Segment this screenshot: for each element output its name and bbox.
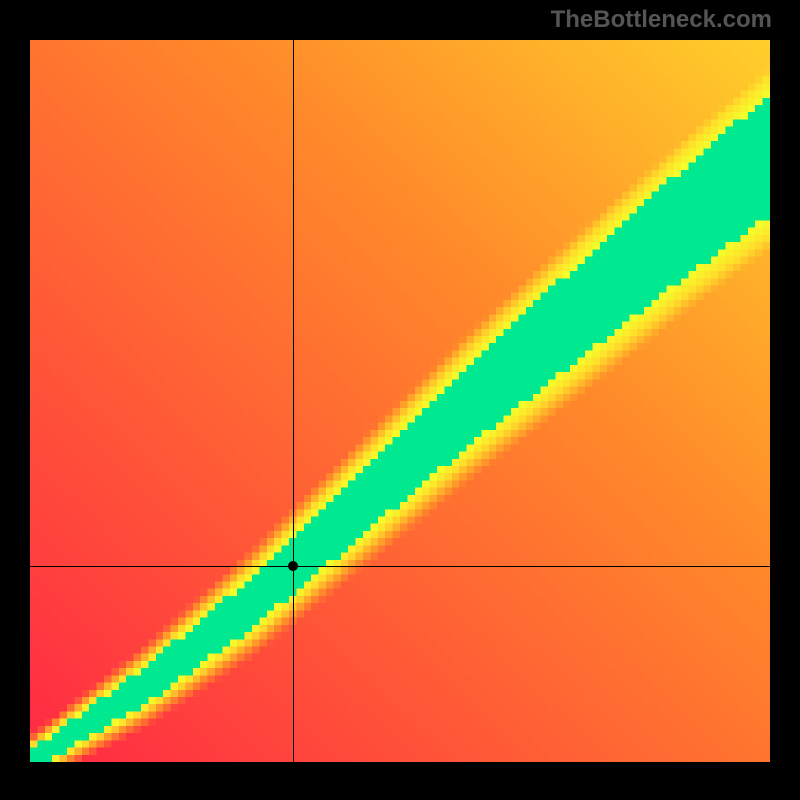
bottleneck-heatmap xyxy=(30,40,770,762)
crosshair-marker xyxy=(288,561,298,571)
crosshair-vertical xyxy=(293,40,294,762)
watermark-text: TheBottleneck.com xyxy=(551,6,772,34)
crosshair-horizontal xyxy=(30,566,770,567)
